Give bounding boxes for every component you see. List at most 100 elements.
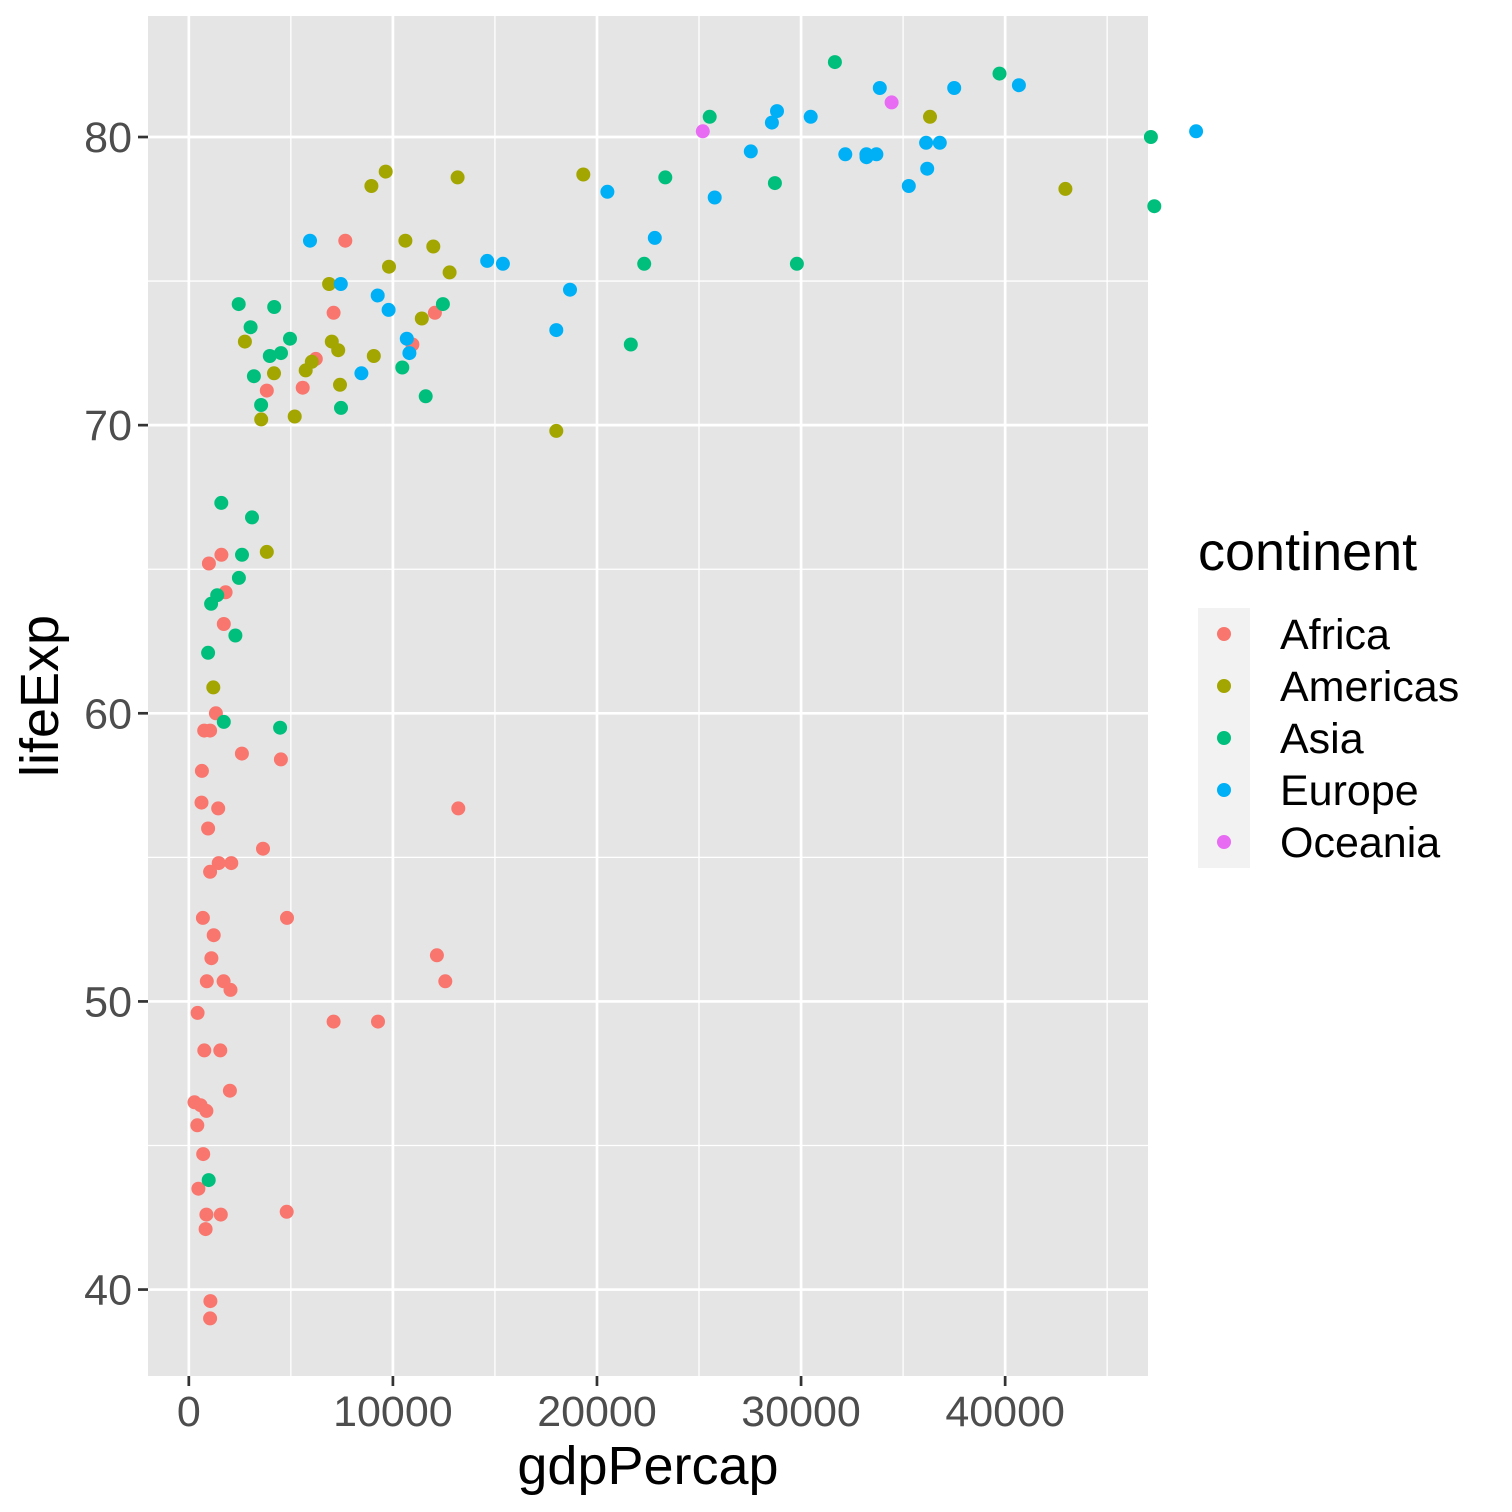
x-tick-label: 20000 xyxy=(537,1388,657,1436)
data-point-asia xyxy=(262,349,277,363)
data-point-africa xyxy=(203,723,218,738)
data-point-oceania xyxy=(884,95,899,110)
legend: continent AfricaAmericasAsiaEuropeOceani… xyxy=(1198,522,1459,868)
data-point-africa xyxy=(326,1014,341,1029)
x-tick-label: 0 xyxy=(177,1388,201,1436)
data-point-africa xyxy=(195,910,210,925)
data-point-africa xyxy=(273,752,288,767)
data-point-europe xyxy=(859,147,874,162)
data-point-americas xyxy=(398,233,413,248)
data-point-americas xyxy=(442,265,457,280)
data-point-europe xyxy=(1189,124,1204,139)
plot-panel xyxy=(148,16,1148,1376)
data-point-africa xyxy=(206,928,221,943)
data-point-africa xyxy=(280,910,294,925)
data-point-asia xyxy=(231,570,246,585)
data-point-americas xyxy=(366,349,381,363)
x-tick-label: 30000 xyxy=(741,1388,861,1436)
y-tick-label: 70 xyxy=(84,402,132,450)
data-point-europe xyxy=(399,331,414,346)
data-point-asia xyxy=(228,628,243,643)
data-point-americas xyxy=(331,343,346,358)
y-tick-label: 60 xyxy=(84,690,132,738)
data-point-asia xyxy=(435,297,450,312)
data-point-europe xyxy=(920,161,935,176)
data-point-europe xyxy=(333,277,348,291)
data-point-americas xyxy=(426,239,441,254)
data-point-europe xyxy=(919,135,934,150)
data-point-asia xyxy=(273,720,288,735)
data-point-asia xyxy=(235,547,249,562)
data-points xyxy=(187,55,1204,1326)
data-point-europe xyxy=(647,230,662,245)
data-point-africa xyxy=(371,1014,385,1029)
data-point-africa xyxy=(438,974,453,989)
data-point-africa xyxy=(295,380,310,395)
data-point-africa xyxy=(190,1118,205,1133)
data-point-africa xyxy=(451,801,466,816)
data-point-europe xyxy=(743,144,758,159)
data-point-asia xyxy=(702,109,717,124)
x-axis: 0 10000 20000 30000 40000 xyxy=(177,1376,1065,1436)
data-point-europe xyxy=(381,302,396,317)
data-point-asia xyxy=(992,66,1007,81)
data-point-asia xyxy=(254,398,269,412)
y-axis: 40 50 60 70 80 xyxy=(84,114,148,1315)
data-point-americas xyxy=(287,409,302,424)
data-point-africa xyxy=(234,746,249,761)
legend-label-europe: Europe xyxy=(1280,767,1419,815)
y-tick-label: 40 xyxy=(84,1267,132,1315)
data-point-europe xyxy=(480,253,495,268)
y-tick-label: 80 xyxy=(84,114,132,162)
data-point-africa xyxy=(196,1147,211,1162)
data-point-asia xyxy=(658,170,673,185)
data-point-americas xyxy=(576,167,591,182)
data-point-americas xyxy=(382,259,396,274)
data-point-europe xyxy=(303,233,317,248)
x-tick-label: 10000 xyxy=(333,1388,453,1436)
data-point-europe xyxy=(901,179,916,193)
data-point-europe xyxy=(370,288,385,303)
legend-title: continent xyxy=(1198,522,1417,582)
data-point-europe xyxy=(764,115,779,130)
data-point-asia xyxy=(214,495,229,510)
data-point-africa xyxy=(204,951,219,966)
data-point-americas xyxy=(923,109,937,124)
data-point-asia xyxy=(274,346,288,361)
data-point-americas xyxy=(267,366,281,381)
data-point-asia xyxy=(827,55,842,70)
legend-label-africa: Africa xyxy=(1280,611,1390,659)
data-point-americas xyxy=(206,680,221,695)
data-point-asia xyxy=(789,256,804,271)
data-point-africa xyxy=(211,801,226,816)
data-point-europe xyxy=(932,135,947,150)
data-point-africa xyxy=(211,856,226,871)
data-point-oceania xyxy=(695,124,710,139)
data-point-europe xyxy=(495,256,510,271)
data-point-asia xyxy=(245,510,259,525)
data-point-europe xyxy=(600,184,615,199)
data-point-africa xyxy=(199,1207,214,1222)
legend-key-oceania xyxy=(1217,835,1231,849)
data-point-asia xyxy=(334,400,348,415)
data-point-africa xyxy=(216,974,231,989)
data-point-americas xyxy=(364,179,379,193)
legend-label-asia: Asia xyxy=(1280,715,1364,763)
data-point-africa xyxy=(203,1294,218,1309)
data-point-asia xyxy=(283,331,297,346)
data-point-europe xyxy=(1011,78,1026,93)
data-point-americas xyxy=(378,164,393,179)
data-point-asia xyxy=(246,369,261,384)
data-point-africa xyxy=(256,841,270,856)
data-point-africa xyxy=(199,1103,214,1118)
minor-gridlines xyxy=(148,16,1148,1376)
y-tick-label: 50 xyxy=(84,978,132,1026)
data-point-asia xyxy=(418,389,433,404)
data-point-africa xyxy=(429,948,444,963)
data-point-africa xyxy=(203,1311,218,1326)
data-point-africa xyxy=(198,1222,213,1237)
legend-label-americas: Americas xyxy=(1280,663,1459,711)
data-point-americas xyxy=(259,544,274,559)
data-point-americas xyxy=(1058,181,1073,196)
